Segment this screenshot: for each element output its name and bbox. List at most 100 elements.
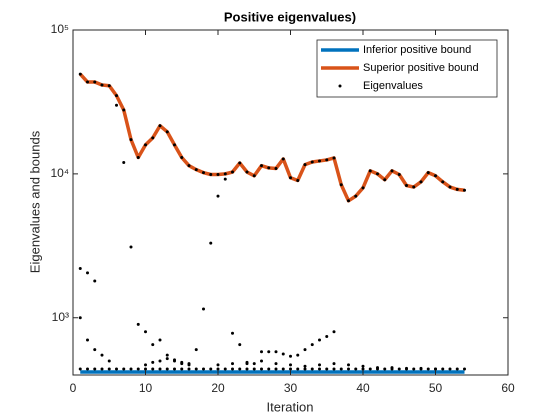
eigenvalue-point [296, 353, 300, 357]
x-tick-label: 0 [70, 381, 77, 395]
eigenvalue-point [361, 186, 365, 190]
eigenvalue-point [78, 316, 82, 320]
eigenvalue-point [325, 335, 329, 339]
legend-label: Inferior positive bound [363, 44, 471, 56]
eigenvalue-point [354, 367, 358, 371]
eigenvalue-point [180, 367, 184, 371]
eigenvalue-point [144, 363, 147, 367]
eigenvalue-point [289, 354, 292, 358]
eigenvalue-point [332, 330, 336, 334]
eigenvalue-point [368, 367, 372, 371]
eigenvalue-point [78, 266, 82, 270]
eigenvalue-point [144, 143, 147, 147]
eigenvalue-point [165, 367, 169, 371]
eigenvalue-point [434, 174, 437, 178]
eigenvalue-point [267, 166, 271, 170]
eigenvalue-point [107, 84, 111, 88]
eigenvalue-point [455, 187, 459, 191]
eigenvalue-point [202, 307, 205, 311]
eigenvalue-point [122, 160, 126, 164]
y-tick-label: 10⁴ [50, 166, 69, 180]
eigenvalue-point [245, 367, 249, 371]
eigenvalue-point [209, 241, 213, 245]
eigenvalue-point [310, 367, 314, 371]
eigenvalue-point [223, 367, 227, 371]
eigenvalue-point [361, 364, 365, 368]
eigenvalue-point [238, 343, 242, 347]
eigenvalue-point [339, 183, 343, 187]
eigenvalue-point [144, 330, 147, 334]
eigenvalue-point [78, 72, 82, 76]
eigenvalue-point [194, 348, 198, 352]
eigenvalue-point [151, 343, 155, 347]
eigenvalue-point [332, 156, 336, 160]
legend-marker [338, 84, 342, 88]
eigenvalue-point [136, 322, 140, 326]
x-tick-label: 30 [284, 381, 298, 395]
eigenvalue-point [383, 178, 387, 182]
eigenvalue-point [216, 194, 220, 198]
eigenvalue-point [231, 362, 234, 366]
eigenvalue-point [231, 170, 234, 174]
eigenvalue-point [93, 348, 97, 352]
eigenvalue-point [129, 245, 133, 249]
eigenvalue-point [202, 367, 205, 371]
x-tick-label: 20 [211, 381, 225, 395]
eigenvalue-point [318, 338, 321, 342]
eigenvalue-point [202, 171, 205, 175]
eigenvalue-point [231, 331, 234, 335]
eigenvalue-point [426, 367, 430, 371]
eigenvalue-point [158, 124, 162, 128]
eigenvalue-point [151, 136, 155, 140]
eigenvalue-point [281, 157, 285, 161]
eigenvalue-point [158, 367, 162, 371]
eigenvalue-point [216, 173, 220, 177]
eigenvalue-point [289, 363, 292, 367]
eigenvalue-point [318, 159, 321, 163]
eigenvalue-point [412, 185, 416, 189]
eigenvalue-point [245, 170, 249, 174]
eigenvalue-point [180, 155, 184, 159]
eigenvalue-point [368, 169, 372, 173]
eigenvalue-point [347, 367, 350, 371]
chart-title: Positive eigenvalues) [224, 9, 356, 24]
eigenvalue-point [310, 343, 314, 347]
y-tick-label: 10³ [52, 310, 69, 324]
eigenvalue-point [274, 166, 278, 170]
eigenvalue-point [136, 155, 140, 159]
bound-line [78, 72, 465, 203]
eigenvalue-point [441, 367, 445, 371]
eigenvalue-point [100, 353, 104, 357]
eigenvalue-point [136, 367, 140, 371]
eigenvalue-point [303, 364, 307, 368]
eigenvalue-point [434, 367, 437, 371]
eigenvalue-point [463, 188, 466, 192]
eigenvalue-point [115, 367, 118, 371]
eigenvalue-point [165, 353, 169, 357]
eigenvalue-point [405, 184, 408, 188]
eigenvalue-point [252, 367, 256, 371]
eigenvalue-point [281, 367, 285, 371]
eigenvalue-point [173, 367, 176, 371]
eigenvalue-point [260, 359, 263, 363]
eigenvalue-point [289, 176, 292, 180]
eigenvalue-point [252, 362, 256, 366]
eigenvalue-point [332, 362, 336, 366]
eigenvalue-point [347, 363, 350, 367]
eigenvalue-point [383, 367, 387, 371]
eigenvalue-point [107, 367, 111, 371]
eigenvalue-point [376, 366, 379, 370]
x-tick-label: 10 [139, 381, 153, 395]
eigenvalue-point [86, 271, 89, 275]
eigenvalue-point [448, 185, 452, 189]
eigenvalue-point [86, 80, 89, 84]
eigenvalue-point [151, 360, 155, 364]
eigenvalue-point [310, 160, 314, 164]
eigenvalue-point [412, 367, 416, 371]
eigenvalue-point [187, 164, 191, 168]
eigenvalue-point [223, 172, 227, 176]
eigenvalue-point [129, 138, 133, 142]
eigenvalue-point [267, 350, 271, 354]
eigenvalue-point [223, 177, 227, 181]
